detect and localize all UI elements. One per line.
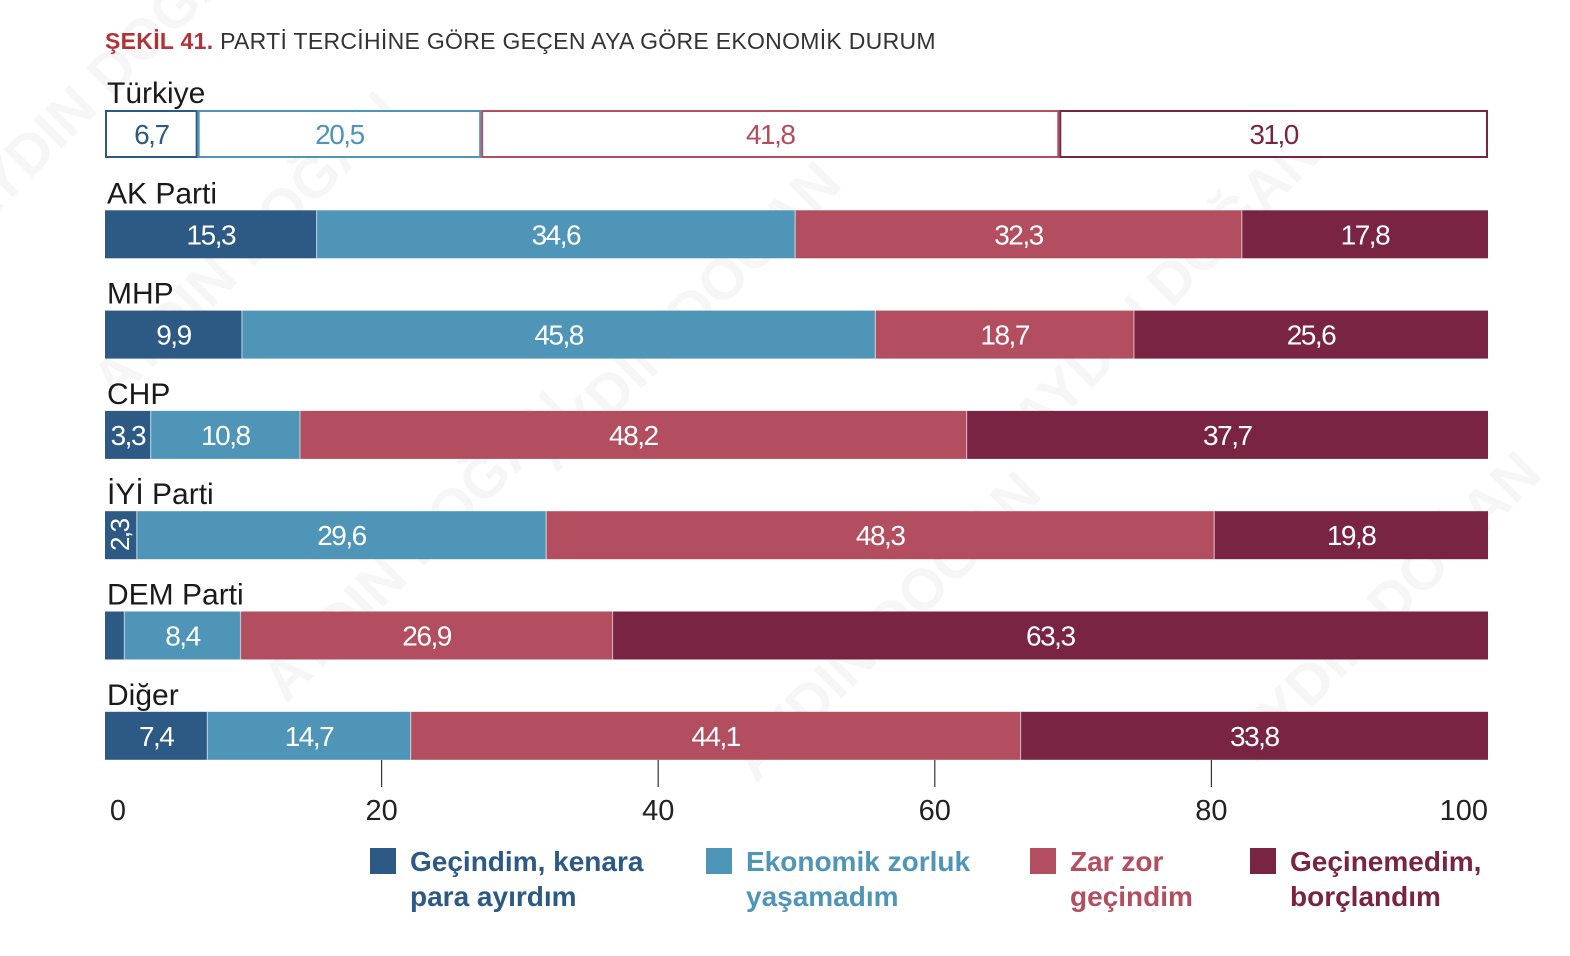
- category-label: İYİ Parti: [107, 478, 214, 511]
- x-tick-label: 40: [642, 795, 674, 827]
- category-label: MHP: [107, 278, 174, 311]
- bar-value-label: 25,6: [1287, 320, 1336, 351]
- bar-segment: [124, 611, 241, 660]
- bar-value-label: 2,3: [105, 518, 135, 551]
- legend-label: Geçindim, kenara para ayırdım: [410, 846, 644, 912]
- bar-value-label: 29,6: [317, 520, 366, 551]
- category-label: Türkiye: [107, 77, 205, 110]
- chart-title-prefix: ŞEKİL 41.: [105, 28, 214, 54]
- bar-value-label: 3,3: [111, 420, 146, 451]
- bar-segment: [481, 110, 1060, 158]
- legend-swatch: [706, 848, 732, 874]
- bar-segment: [207, 711, 411, 760]
- legend-label: Geçinemedim, borçlandım: [1290, 846, 1482, 912]
- bar-segment: [105, 711, 208, 760]
- bar-segment: [105, 611, 125, 660]
- bar-value-label: 9,9: [156, 320, 191, 351]
- bar-value-label: 33,8: [1230, 721, 1279, 752]
- bar-value-label: 14,7: [285, 721, 334, 752]
- bar-segment: [966, 410, 1488, 459]
- bar-segment: [612, 611, 1488, 660]
- bar-value-label: 6,7: [134, 119, 169, 150]
- legend-item: Ekonomik zorluk yaşamadım: [706, 844, 970, 914]
- bar-segment: [105, 110, 198, 158]
- bar-segment: [795, 210, 1242, 259]
- bar-segment: [875, 310, 1134, 359]
- bar-segment: [1059, 110, 1489, 158]
- bar-value-label: 34,6: [532, 219, 581, 250]
- x-tick-label: 20: [365, 795, 397, 827]
- bar-segment: [300, 410, 967, 459]
- bar-value-label: 17,8: [1341, 219, 1390, 250]
- category-label: AK Parti: [107, 177, 217, 210]
- bar-value-label: 32,3: [994, 219, 1043, 250]
- bar-segment: [150, 410, 301, 459]
- x-tick-label: 60: [919, 795, 951, 827]
- bar-value-label: 63,3: [1026, 621, 1075, 652]
- bar-segment: [1133, 310, 1488, 359]
- x-tick-label: 80: [1195, 795, 1227, 827]
- legend-swatch: [1250, 848, 1276, 874]
- bar-value-label: 44,1: [691, 721, 740, 752]
- bar-value-label: 20,5: [315, 119, 364, 150]
- x-tick-label: 0: [110, 795, 126, 827]
- bar-segment: [105, 310, 242, 359]
- chart-title-text: PARTİ TERCİHİNE GÖRE GEÇEN AYA GÖRE EKON…: [220, 28, 936, 54]
- x-tick-label: 100: [1440, 795, 1488, 827]
- bar-value-label: 7,4: [139, 721, 174, 752]
- bar-value-label: 48,3: [856, 520, 905, 551]
- bar-value-label: 10,8: [201, 420, 250, 451]
- bar-value-label: 18,7: [980, 320, 1029, 351]
- category-label: DEM Parti: [107, 579, 244, 612]
- legend-label: Zar zor geçindim: [1070, 846, 1193, 912]
- bar-value-label: 41,8: [746, 119, 795, 150]
- chart-title: ŞEKİL 41. PARTİ TERCİHİNE GÖRE GEÇEN AYA…: [105, 28, 936, 55]
- legend-item: Geçinemedim, borçlandım: [1250, 844, 1481, 914]
- category-label: CHP: [107, 378, 170, 411]
- bar-value-label: 8,4: [165, 621, 200, 652]
- bar-value-label: 26,9: [402, 621, 451, 652]
- bar-segment: [136, 511, 547, 560]
- legend-swatch: [1030, 848, 1056, 874]
- bar-value-label: 19,8: [1327, 520, 1376, 551]
- bar-value-label: 15,3: [187, 219, 236, 250]
- bar-segment: [105, 511, 137, 560]
- bar-value-label: 37,7: [1203, 420, 1252, 451]
- bar-value-label: 48,2: [609, 420, 658, 451]
- watermark-text: AYDIN DOĞAN: [999, 119, 1333, 453]
- bar-segment: [241, 310, 876, 359]
- bar-segment: [105, 210, 317, 259]
- bar-segment: [240, 611, 613, 660]
- bar-segment: [316, 210, 796, 259]
- category-label: Diğer: [107, 679, 179, 712]
- bar-value-label: 45,8: [534, 320, 583, 351]
- bar-segment: [197, 110, 482, 158]
- bar-segment: [1214, 511, 1488, 560]
- legend-label: Ekonomik zorluk yaşamadım: [746, 846, 971, 912]
- legend-swatch: [370, 848, 396, 874]
- bar-segment: [105, 410, 151, 459]
- bar-segment: [1020, 711, 1488, 760]
- bar-value-label: 31,0: [1249, 119, 1298, 150]
- bar-segment: [1241, 210, 1488, 259]
- bar-segment: [410, 711, 1021, 760]
- legend-item: Geçindim, kenara para ayırdım: [370, 844, 643, 914]
- legend-item: Zar zor geçindim: [1030, 844, 1193, 914]
- bar-segment: [546, 511, 1215, 560]
